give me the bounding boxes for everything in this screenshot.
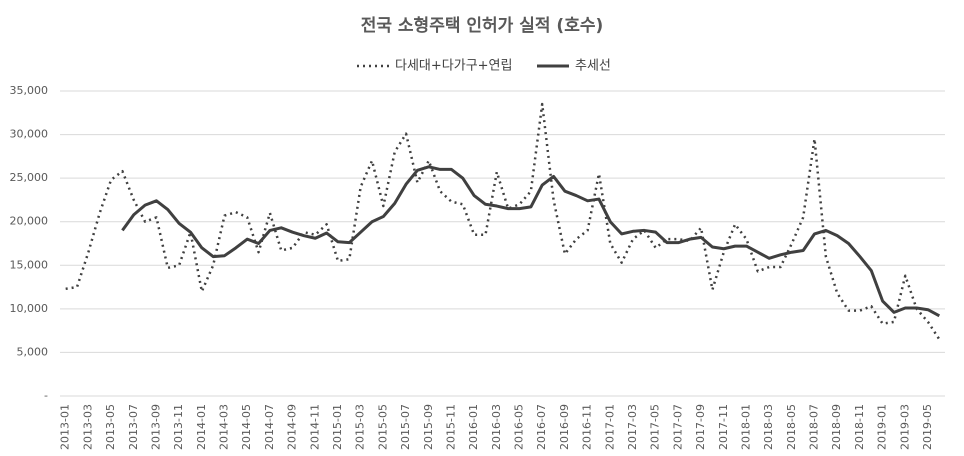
x-tick-label: 2019-05 — [921, 404, 934, 450]
y-tick-label: 25,000 — [10, 171, 49, 184]
x-tick-label: 2015-03 — [354, 404, 367, 450]
x-tick-label: 2016-03 — [490, 404, 503, 450]
x-tick-label: 2014-03 — [218, 404, 231, 450]
y-tick-label: 15,000 — [10, 258, 49, 271]
x-tick-label: 2018-11 — [853, 404, 866, 450]
y-tick-label: 35,000 — [10, 84, 49, 97]
y-tick-label: 10,000 — [10, 302, 49, 315]
x-tick-label: 2018-03 — [762, 404, 775, 450]
x-tick-label: 2018-07 — [808, 404, 821, 450]
x-tick-label: 2017-05 — [649, 404, 662, 450]
legend-label: 추세선 — [575, 59, 611, 74]
x-tick-label: 2019-03 — [898, 404, 911, 450]
x-tick-label: 2014-07 — [263, 404, 276, 450]
x-tick-label: 2017-09 — [694, 404, 707, 450]
x-tick-label: 2019-01 — [876, 404, 889, 450]
x-tick-label: 2017-07 — [671, 404, 684, 450]
x-tick-label: 2017-01 — [603, 404, 616, 450]
x-tick-label: 2014-05 — [240, 404, 253, 450]
x-tick-label: 2018-01 — [739, 404, 752, 450]
chart-title: 전국 소형주택 인허가 실적 (호수) — [361, 15, 604, 36]
x-tick-label: 2013-05 — [104, 404, 117, 450]
x-tick-label: 2014-09 — [286, 404, 299, 450]
legend-label: 다세대+다가구+연립 — [395, 59, 512, 74]
x-tick-label: 2013-07 — [127, 404, 140, 450]
y-tick-label: 20,000 — [10, 215, 49, 228]
x-tick-label: 2013-01 — [59, 404, 72, 450]
y-tick-label: - — [44, 389, 48, 402]
y-tick-label: 5,000 — [17, 345, 49, 358]
x-tick-label: 2015-11 — [444, 404, 457, 450]
x-tick-label: 2013-09 — [149, 404, 162, 450]
series-line — [121, 165, 941, 318]
x-tick-label: 2015-01 — [331, 404, 344, 450]
x-tick-label: 2017-03 — [626, 404, 639, 450]
x-tick-label: 2016-05 — [513, 404, 526, 450]
x-tick-label: 2018-05 — [785, 404, 798, 450]
x-tick-label: 2016-09 — [558, 404, 571, 450]
x-tick-label: 2016-11 — [581, 404, 594, 450]
x-tick-label: 2014-11 — [308, 404, 321, 450]
x-tick-label: 2014-01 — [195, 404, 208, 450]
y-tick-label: 30,000 — [10, 128, 49, 141]
x-tick-label: 2016-07 — [535, 404, 548, 450]
x-tick-label: 2018-09 — [830, 404, 843, 450]
x-tick-label: 2016-01 — [467, 404, 480, 450]
x-tick-label: 2013-03 — [81, 404, 94, 450]
x-tick-label: 2017-11 — [717, 404, 730, 450]
x-tick-label: 2013-11 — [172, 404, 185, 450]
x-tick-label: 2015-07 — [399, 404, 412, 450]
x-tick-label: 2015-05 — [376, 404, 389, 450]
x-tick-label: 2015-09 — [422, 404, 435, 450]
